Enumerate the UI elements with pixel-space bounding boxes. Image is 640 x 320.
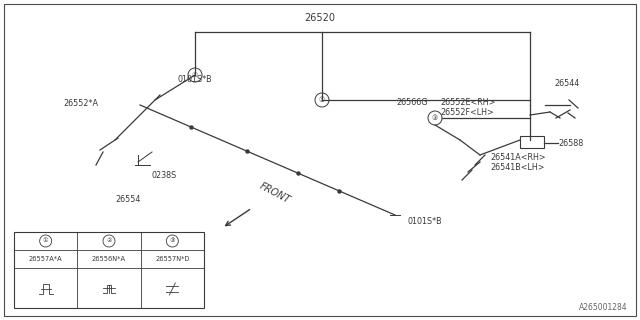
Text: ③: ③ [170,238,175,244]
Text: 26566G: 26566G [396,98,428,107]
Text: 26554: 26554 [115,196,140,204]
Bar [520,136,544,148]
Text: 26552F<LH>: 26552F<LH> [440,108,493,117]
Text: 26552E<RH>: 26552E<RH> [440,98,495,107]
Text: ③: ③ [432,115,438,121]
Text: A265001284: A265001284 [579,303,628,312]
Text: 26552*A: 26552*A [63,99,98,108]
Text: 0101S*B: 0101S*B [178,75,212,84]
Bar [14,232,204,308]
Text: ②: ② [192,72,198,78]
Text: ②: ② [106,238,112,244]
Text: 26520: 26520 [305,13,335,23]
Text: ①: ① [43,238,49,244]
Text: 26557A*A: 26557A*A [29,256,63,262]
Text: 26541B<LH>: 26541B<LH> [490,163,545,172]
Text: 0238S: 0238S [152,171,177,180]
Text: 26541A<RH>: 26541A<RH> [490,153,546,162]
Text: FRONT: FRONT [258,180,292,205]
Text: ①: ① [319,97,325,103]
Text: 26588: 26588 [558,139,583,148]
Text: 26544: 26544 [554,79,579,88]
Text: 0101S*B: 0101S*B [408,217,443,226]
Text: 26557N*D: 26557N*D [155,256,189,262]
Text: 26556N*A: 26556N*A [92,256,126,262]
